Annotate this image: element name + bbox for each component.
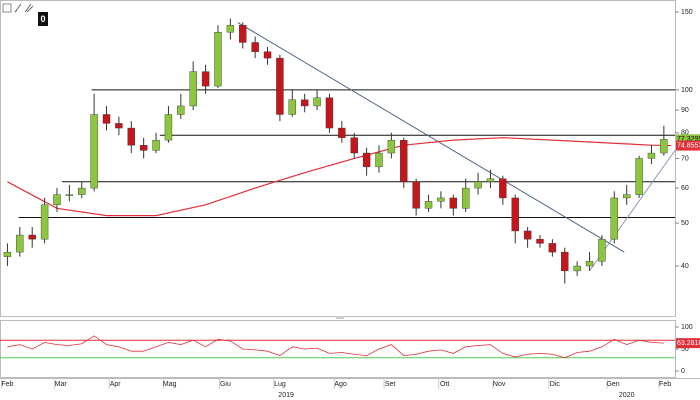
x-tick-label: Ott <box>440 381 449 388</box>
rsi-tick-label: 100 <box>681 324 693 331</box>
x-tick-label: Feb <box>1 381 13 388</box>
candle-body <box>239 25 247 43</box>
y-tick-label: 150 <box>681 9 693 16</box>
rsi-tick-label: 0 <box>681 368 685 375</box>
x-tick-label: Mag <box>163 381 177 388</box>
candle-body <box>288 99 296 115</box>
x-tick-label: Mar <box>55 381 68 388</box>
rsi-label-box <box>676 338 700 349</box>
toolbar-icon[interactable] <box>14 3 22 13</box>
x-tick-label: Giu <box>220 381 231 388</box>
rsi-tick-label: 50 <box>681 346 689 353</box>
y-tick-label: 40 <box>681 263 689 270</box>
candle-body <box>276 57 284 115</box>
candle-body <box>499 178 507 199</box>
candle-body <box>511 197 519 232</box>
badge: 0 <box>40 14 45 24</box>
x-tick-label: Gen <box>606 381 619 388</box>
x-tick-label: Lug <box>274 381 286 388</box>
x-tick-label: Ago <box>334 381 347 388</box>
y-tick-label: 70 <box>681 155 689 162</box>
toolbar-icon[interactable] <box>24 3 34 13</box>
candle-body <box>647 152 656 159</box>
price-label: 74.8553 <box>677 142 700 149</box>
candle-body <box>201 71 210 87</box>
rsi-panel <box>0 320 676 378</box>
candle-body <box>189 71 197 107</box>
candle-body <box>3 251 12 257</box>
year-label: 2019 <box>278 392 294 399</box>
candle-body <box>350 137 358 154</box>
moving-average <box>7 137 672 217</box>
candle-body <box>53 194 61 206</box>
candle-body <box>610 197 619 240</box>
candle-body <box>90 114 98 189</box>
rsi-line <box>7 335 664 359</box>
candle-body <box>474 181 482 189</box>
candle-body <box>338 127 346 138</box>
candle-body <box>325 97 334 129</box>
candle-body <box>449 197 458 209</box>
candle-body <box>102 114 111 124</box>
x-tick-label: Feb <box>659 381 671 388</box>
x-tick-label: Apr <box>110 381 122 388</box>
candle-body <box>214 32 222 87</box>
candle-body <box>660 139 668 154</box>
candle-body <box>164 114 173 141</box>
candle-body <box>139 145 148 151</box>
candle-body <box>437 197 445 202</box>
toolbar: 0 <box>2 3 48 26</box>
candle-body <box>251 42 259 52</box>
candle-body <box>263 51 272 59</box>
panel-handle <box>336 316 344 319</box>
candle-body <box>65 194 74 196</box>
candle-body <box>115 123 123 129</box>
candle-body <box>152 139 160 151</box>
level-line <box>237 22 625 253</box>
candle-body <box>40 204 49 240</box>
candle-body <box>400 139 408 182</box>
candle-body <box>362 152 371 168</box>
y-tick-label: 60 <box>681 185 689 192</box>
candle-body <box>523 230 532 240</box>
y-tick-label: 80 <box>681 130 689 137</box>
y-tick-label: 50 <box>681 220 689 227</box>
candle-body <box>375 152 383 168</box>
candle-body <box>387 139 396 154</box>
candle-body <box>412 181 420 209</box>
toolbar-icon[interactable] <box>2 3 12 13</box>
candle-body <box>585 261 594 267</box>
candle-body <box>635 158 643 195</box>
candle-body <box>573 265 581 272</box>
candle-body <box>313 97 321 107</box>
candle-body <box>127 127 135 146</box>
candle-body <box>622 194 631 199</box>
candle-body <box>78 187 86 195</box>
candle-body <box>226 25 235 33</box>
candle-body <box>486 178 495 182</box>
price-label-box <box>676 134 700 145</box>
y-tick-label: 100 <box>681 87 693 94</box>
candle-body <box>548 243 557 253</box>
candle-body <box>28 234 36 240</box>
y-tick-label: 90 <box>681 107 689 114</box>
candle-body <box>598 238 606 262</box>
x-tick-label: Set <box>385 381 396 388</box>
rsi-label: 63.2816 <box>677 340 700 347</box>
candle-body <box>300 99 309 107</box>
price-label-box <box>676 140 700 151</box>
x-tick-label: Nov <box>493 381 506 388</box>
candle-body <box>424 201 433 209</box>
candle-body <box>177 105 185 115</box>
price-label: 77.3295 <box>677 136 700 143</box>
candle-body <box>536 238 544 244</box>
x-tick-label: Dic <box>550 381 561 388</box>
candle-body <box>16 234 24 253</box>
candle-body <box>461 187 470 209</box>
badge-box[interactable] <box>38 12 48 26</box>
year-label: 2020 <box>619 392 635 399</box>
candle-body <box>561 251 569 272</box>
